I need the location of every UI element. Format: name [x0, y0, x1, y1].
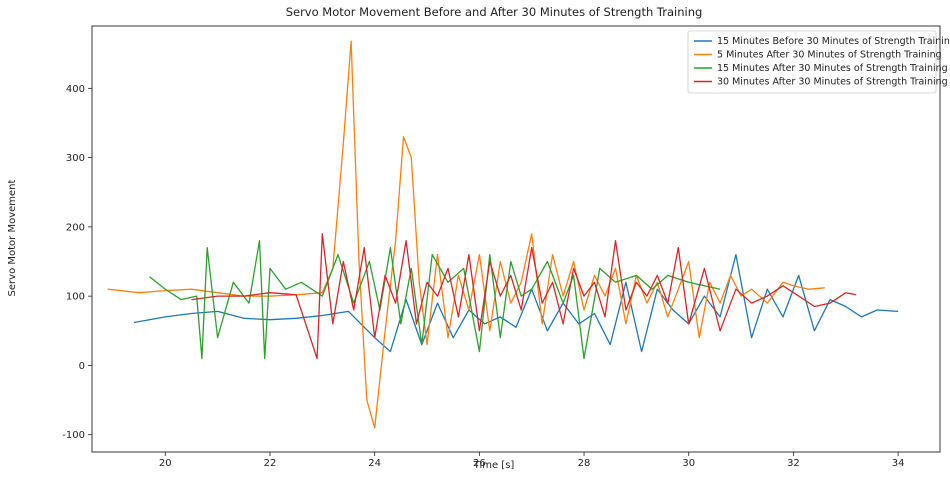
x-tick-label: 24 — [368, 458, 381, 469]
legend-label: 15 Minutes After 30 Minutes of Strength … — [717, 63, 948, 74]
y-tick-label: 400 — [66, 84, 85, 95]
x-tick-label: 30 — [682, 458, 695, 469]
y-axis-title: Servo Motor Movement — [7, 179, 18, 296]
series-line-2 — [107, 40, 825, 429]
x-tick-label: 26 — [473, 458, 486, 469]
y-tick-label: 300 — [66, 153, 85, 164]
x-tick-label: 22 — [264, 458, 277, 469]
y-tick-label: 200 — [66, 222, 85, 233]
plot-area — [91, 25, 941, 453]
y-tick-label: 0 — [79, 361, 85, 372]
legend-label: 30 Minutes After 30 Minutes of Strength … — [717, 77, 948, 88]
y-tick-label: -100 — [62, 430, 85, 441]
legend: 15 Minutes Before 30 Minutes of Strength… — [687, 30, 950, 94]
series-layer — [107, 40, 899, 429]
series-line-3 — [149, 240, 721, 360]
x-tick-label: 20 — [159, 458, 172, 469]
legend-label: 15 Minutes Before 30 Minutes of Strength… — [717, 36, 950, 47]
chart-title: Servo Motor Movement Before and After 30… — [286, 5, 703, 19]
series-line-4 — [191, 233, 857, 360]
x-axis-title: Time [s] — [473, 460, 515, 471]
y-tick-label: 100 — [66, 292, 85, 303]
x-tick-label: 34 — [892, 458, 905, 469]
plot-frame — [91, 25, 941, 453]
y-axis: -100 0 100 200 300 400 — [62, 84, 92, 441]
legend-box — [687, 30, 937, 94]
legend-label: 5 Minutes After 30 Minutes of Strength T… — [717, 50, 942, 61]
x-tick-label: 28 — [578, 458, 591, 469]
x-axis: 20 22 24 26 28 30 32 34 — [159, 452, 905, 469]
x-tick-label: 32 — [787, 458, 800, 469]
